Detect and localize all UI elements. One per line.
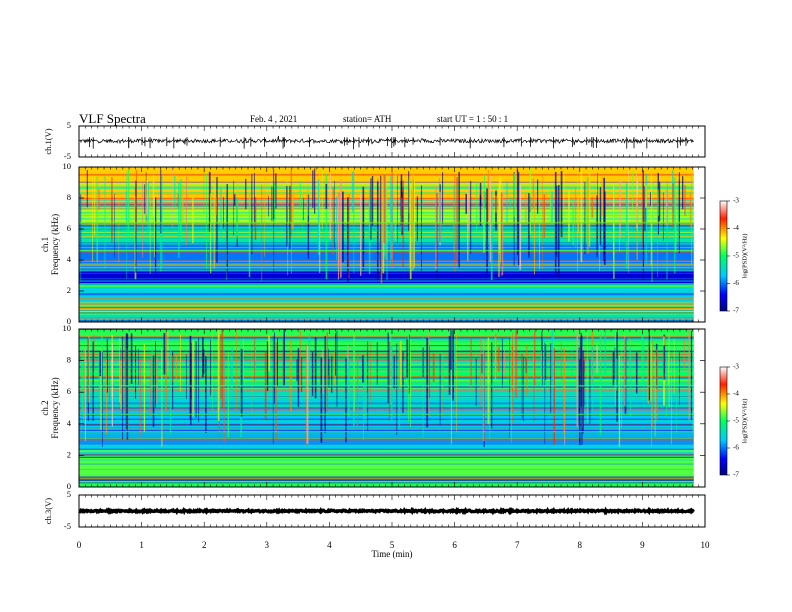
ch1-spectrogram-colorbar-tick-label: -5 xyxy=(733,252,739,260)
ch2-spectrogram-ytick-label: 10 xyxy=(63,323,72,333)
ch1-spectrogram-ytick-label: 6 xyxy=(67,223,71,233)
x-tick-label: 2 xyxy=(202,540,207,550)
ch1-spectrogram-band-4 xyxy=(79,270,694,284)
ch2-spectrogram-ytick-label: 6 xyxy=(67,386,71,396)
date-label: Feb. 4 , 2021 xyxy=(250,114,298,124)
x-axis-label: Time (min) xyxy=(372,549,413,559)
x-tick-label: 8 xyxy=(578,540,583,550)
ch1-waveform-ytick-label: -5 xyxy=(64,151,71,161)
ch1-spectrogram-band-0 xyxy=(79,315,694,322)
ch3-waveform-trace xyxy=(78,506,695,516)
ch2-spectrogram-colorbar-tick-label: -6 xyxy=(733,444,739,452)
x-tick-label: 7 xyxy=(515,540,520,550)
x-tick-label: 3 xyxy=(265,540,270,550)
x-tick-label: 1 xyxy=(139,540,144,550)
ch1-spectrogram-band-6 xyxy=(79,224,694,245)
x-tick-label: 10 xyxy=(701,540,711,550)
ch1-spectrogram-colorbar-label: log(PSD)(V²/Hz) xyxy=(741,234,748,279)
ch2-spectrogram-colorbar-tick-label: -3 xyxy=(733,363,739,371)
ch1-waveform-ytick-label: 5 xyxy=(67,120,71,130)
ch1-spectrogram-ytick-label: 8 xyxy=(67,192,71,202)
x-tick-label: 0 xyxy=(77,540,82,550)
ch2-spectrogram-colorbar-label: log(PSD)(V²/Hz) xyxy=(741,399,748,444)
ch1-spectrogram-panel xyxy=(78,166,730,323)
ch1-waveform-panel xyxy=(78,125,706,158)
ch1-spectrogram-colorbar-tick-label: -3 xyxy=(733,197,739,205)
ch1-spectrogram-ytick-label: 0 xyxy=(67,316,71,326)
figure-title: VLF Spectra xyxy=(79,111,146,126)
ch1-spectrogram-colorbar-tick-label: -6 xyxy=(733,279,739,287)
ch1-spectrogram-ylabel-frequency: Frequency (kHz) xyxy=(50,214,60,275)
ch2-spectrogram-ylabel-channel: ch.2 xyxy=(40,400,50,415)
ch2-spectrogram-colorbar-tick-label: -4 xyxy=(733,390,739,398)
ch2-spectrogram-colorbar xyxy=(719,366,728,476)
ch1-spectrogram-ytick-label: 2 xyxy=(67,285,71,295)
ch1-spectrogram-band-5 xyxy=(79,244,694,271)
ch2-spectrogram-panel xyxy=(78,328,730,488)
ch2-spectrogram-ytick-label: 2 xyxy=(67,449,71,459)
x-tick-label: 5 xyxy=(390,540,395,550)
ch1-spectrogram-colorbar-tick-label: -7 xyxy=(733,307,739,315)
ch1-spectrogram-colorbar xyxy=(719,200,728,312)
x-tick-label: 9 xyxy=(640,540,645,550)
ch2-spectrogram-ytick-label: 8 xyxy=(67,355,71,365)
ch1-spectrogram-ytick-label: 10 xyxy=(63,161,72,171)
ch2-spectrogram-colorbar-tick-label: -5 xyxy=(733,417,739,425)
x-tick-label: 4 xyxy=(327,540,332,550)
ch3-waveform-ytick-label: 5 xyxy=(67,489,71,499)
ch1-spectrogram-band-3 xyxy=(79,283,694,288)
ch3-waveform-ylabel: ch.3(V) xyxy=(43,498,53,524)
ch1-waveform-ylabel: ch.1(V) xyxy=(43,128,53,154)
ch2-spectrogram-ytick-label: 0 xyxy=(67,481,71,491)
ch1-spectrogram-ytick-label: 4 xyxy=(67,254,72,264)
ch3-waveform-ytick-label: -5 xyxy=(64,521,71,531)
station-label: station= ATH xyxy=(343,114,392,124)
ch2-spectrogram-ytick-label: 4 xyxy=(67,418,72,428)
ch1-spectrogram-ylabel-channel: ch.1 xyxy=(40,237,50,252)
ch1-waveform-trace xyxy=(78,135,694,146)
ch2-spectrogram-colorbar-tick-label: -7 xyxy=(733,471,739,479)
ch3-waveform-panel xyxy=(78,494,706,528)
ch2-spectrogram-ylabel-frequency: Frequency (kHz) xyxy=(50,377,60,438)
start-ut-label: start UT = 1 : 50 : 1 xyxy=(437,114,509,124)
ch2-spectrogram-band-7 xyxy=(79,329,694,361)
ch1-spectrogram-colorbar-tick-label: -4 xyxy=(733,224,739,232)
ch2-spectrogram-band-0 xyxy=(79,477,694,487)
x-tick-label: 6 xyxy=(452,540,457,550)
